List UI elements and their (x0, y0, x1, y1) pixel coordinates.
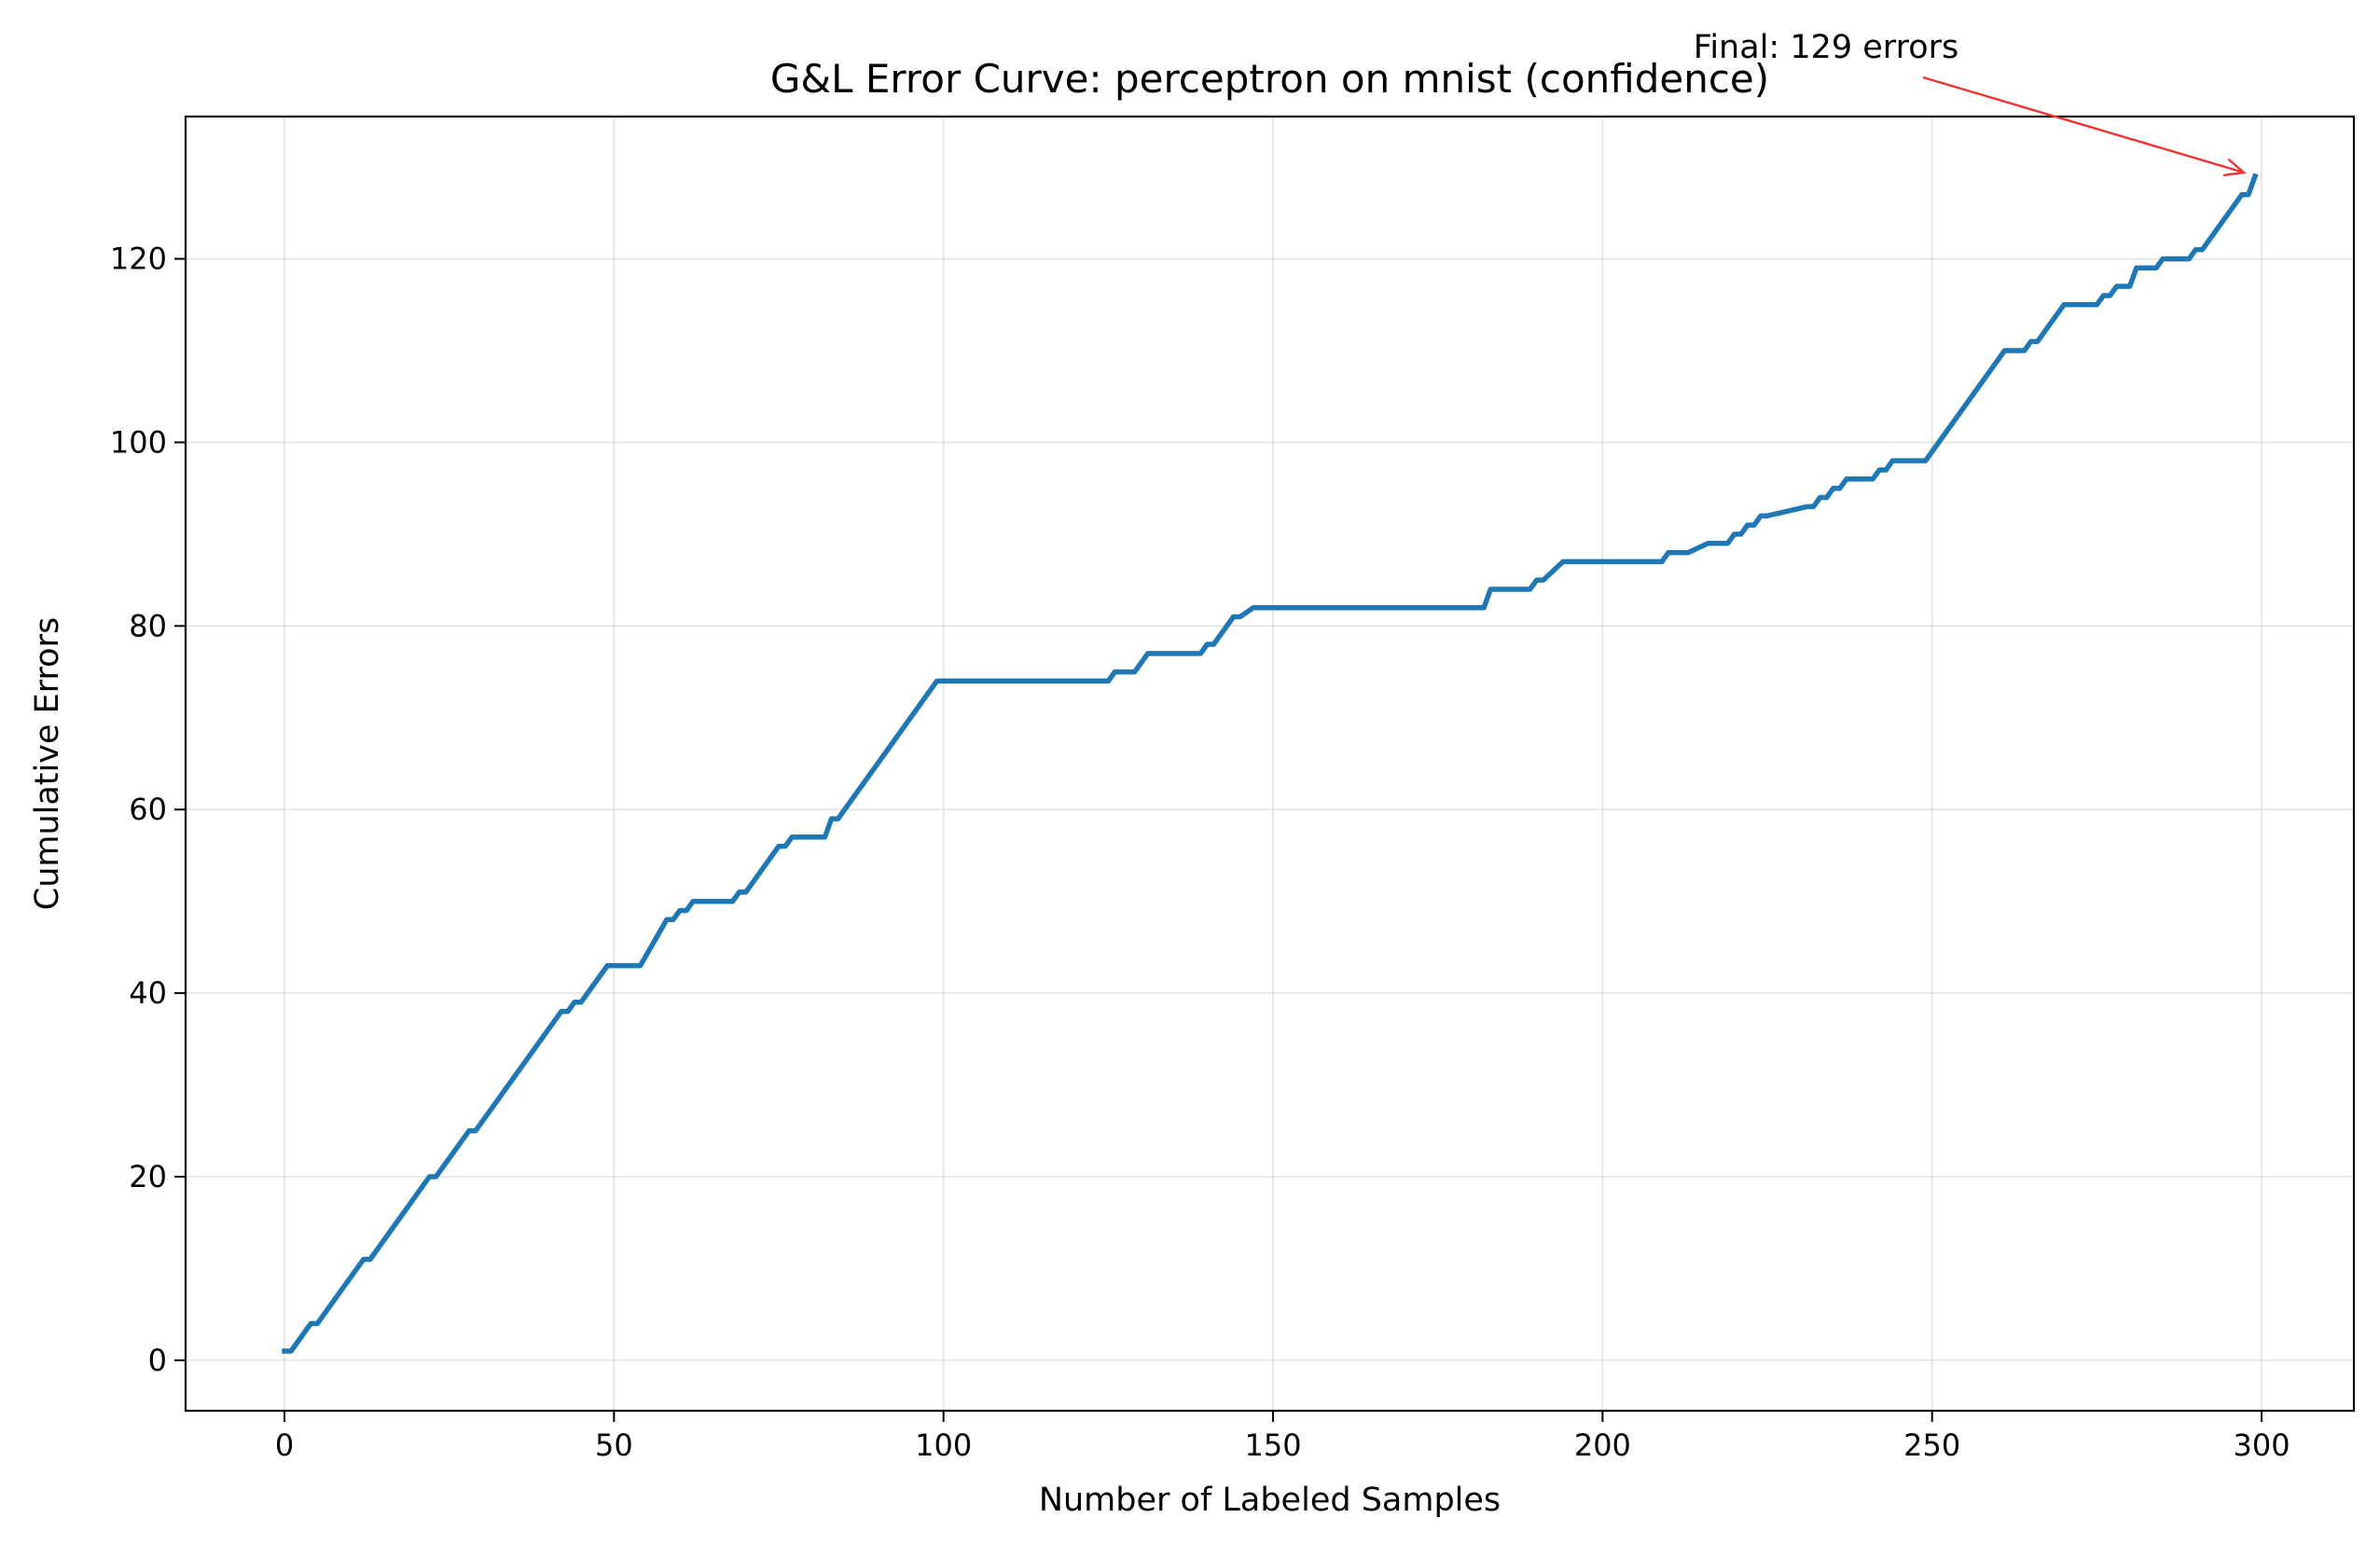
y-tick-label: 40 (129, 975, 167, 1011)
y-tick-label: 0 (148, 1343, 167, 1378)
x-tick-label: 300 (2234, 1428, 2290, 1463)
chart-title: G&L Error Curve: perceptron on mnist (co… (770, 56, 1769, 102)
series-line (282, 172, 2259, 1354)
x-tick-label: 0 (275, 1428, 294, 1463)
x-axis-label: Number of Labeled Samples (1039, 1482, 1501, 1519)
x-tick-label: 250 (1903, 1428, 1960, 1463)
x-tick-label: 200 (1574, 1428, 1631, 1463)
y-tick-label: 20 (129, 1159, 167, 1194)
annotation-label: Final: 129 errors (1694, 29, 1958, 66)
axis-ticks: 0 50 100 150 200 250 300 0 20 40 60 80 100 120 (110, 241, 2290, 1463)
y-tick-label: 60 (129, 792, 167, 827)
data-series (282, 172, 2259, 1354)
plot-frame (184, 115, 2356, 1413)
x-tick-label: 100 (915, 1428, 972, 1463)
annotation-arrowhead (2223, 158, 2247, 177)
grid-lines (186, 117, 2354, 1411)
x-tick-label: 50 (595, 1428, 633, 1463)
y-tick-label: 100 (110, 424, 167, 460)
y-tick-label: 120 (110, 241, 167, 277)
annotation-arrow (1922, 76, 2245, 174)
y-tick-label: 80 (129, 608, 167, 643)
x-tick-label: 150 (1244, 1428, 1301, 1463)
annotation: Final: 129 errors (1694, 29, 2247, 177)
y-axis-label: Cumulative Errors (29, 617, 66, 910)
